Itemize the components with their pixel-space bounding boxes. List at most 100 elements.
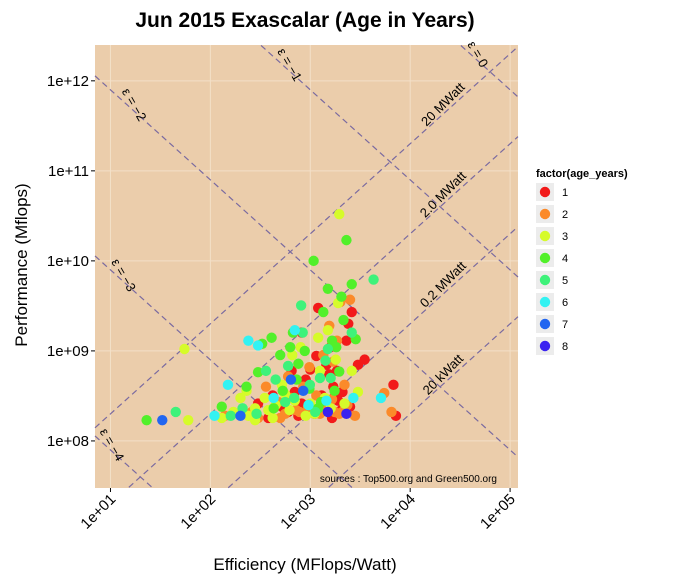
y-tick-label: 1e+09 (47, 343, 89, 360)
power-line (227, 226, 519, 489)
data-point (260, 365, 272, 377)
data-point (314, 372, 326, 384)
data-point (341, 335, 352, 346)
exascalar-line (460, 45, 519, 98)
data-point (243, 335, 254, 346)
data-point (295, 300, 307, 311)
data-point (368, 274, 379, 285)
data-point (284, 404, 295, 416)
data-point (225, 410, 236, 422)
data-point (252, 340, 264, 351)
data-point (266, 332, 277, 343)
data-point (388, 379, 399, 391)
y-tick-label: 1e+11 (48, 163, 89, 180)
data-point (288, 392, 300, 404)
data-point (338, 314, 349, 326)
data-point (251, 408, 262, 420)
y-tick-label: 1e+10 (47, 253, 89, 270)
y-axis: 1e+08 1e+09 1e+10 1e+11 1e+12 (47, 73, 95, 450)
data-point (299, 345, 310, 357)
legend: factor(age_years) 1 2 3 4 5 6 7 8 (536, 168, 628, 355)
data-point (252, 366, 264, 378)
x-tick-label: 1e+03 (277, 491, 319, 533)
data-point (346, 327, 357, 338)
y-tick-label: 1e+12 (47, 73, 89, 90)
data-point (329, 385, 340, 397)
data-point (279, 396, 291, 408)
data-point (348, 392, 359, 404)
data-point (346, 279, 357, 290)
data-point (157, 414, 168, 426)
data-point (287, 349, 298, 361)
data-point (275, 412, 286, 424)
data-point (285, 374, 297, 385)
data-point (282, 360, 294, 372)
data-point (268, 392, 279, 404)
data-point (309, 406, 321, 418)
data-point (322, 343, 334, 355)
data-point (179, 343, 190, 355)
data-point (339, 398, 350, 409)
data-point (322, 283, 334, 294)
data-point (321, 395, 332, 406)
chart-title: Jun 2015 Exascalar (Age in Years) (135, 9, 474, 32)
data-point (341, 408, 352, 420)
legend-swatch (539, 296, 551, 308)
data-point (303, 399, 314, 411)
data-point (216, 401, 227, 412)
data-point (141, 414, 152, 426)
legend-swatch (539, 186, 551, 198)
data-point (209, 410, 220, 422)
data-point (259, 392, 270, 404)
power-line (328, 316, 519, 488)
data-point (297, 327, 308, 338)
data-point (312, 332, 324, 343)
data-point (322, 406, 334, 418)
x-tick-label: 1e+05 (477, 491, 519, 533)
data-point (285, 341, 296, 353)
data-point (308, 255, 319, 267)
legend-title: factor(age_years) (536, 168, 628, 180)
exascalar-line (94, 255, 353, 488)
data-point (349, 410, 361, 422)
legend-swatch (539, 340, 551, 352)
legend-item-label: 7 (562, 319, 568, 331)
exascalar-line (94, 75, 519, 458)
exascalar-line (260, 44, 519, 278)
data-point (344, 294, 356, 305)
data-point (235, 410, 246, 422)
data-point (289, 324, 301, 336)
legend-swatch (539, 208, 551, 220)
exascalar-lines: ε = 0ε = −1ε = −2ε = −3ε = −4 (94, 38, 519, 488)
data-point (267, 412, 278, 424)
data-point (241, 381, 252, 392)
legend-item-label: 4 (562, 253, 568, 265)
data-point (270, 374, 281, 385)
legend-item-label: 1 (562, 187, 568, 199)
legend-swatch (539, 230, 551, 242)
data-point (330, 354, 341, 365)
data-point (222, 379, 234, 391)
legend-item-label: 2 (562, 209, 568, 221)
data-point (170, 406, 181, 418)
legend-swatch (539, 274, 551, 286)
data-point (334, 408, 345, 420)
data-point (334, 366, 345, 377)
data-point (339, 379, 350, 391)
data-point (359, 354, 370, 365)
data-point (293, 358, 304, 369)
x-axis-label: Efficiency (MFlops/Watt) (213, 555, 396, 574)
exascalar-line (94, 435, 153, 488)
y-axis-label: Performance (Mflops) (12, 183, 31, 346)
data-point (183, 414, 194, 426)
gridlines (95, 45, 518, 488)
legend-item-label: 6 (562, 297, 568, 309)
power-line (94, 46, 519, 429)
data-point (268, 403, 279, 414)
data-point (346, 306, 357, 318)
data-point (331, 341, 342, 353)
data-point (235, 392, 246, 404)
x-tick-label: 1e+02 (177, 491, 219, 533)
data-point (304, 379, 316, 391)
